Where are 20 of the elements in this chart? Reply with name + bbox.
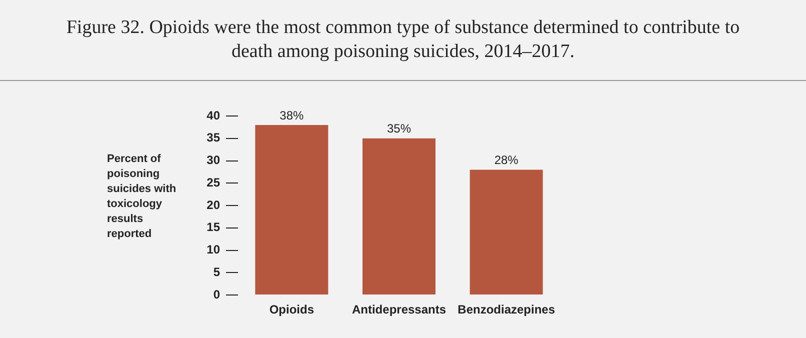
bar	[470, 170, 543, 294]
chart-title: Figure 32. Opioids were the most common type of substance determined to contribute to death among poisoning suicides, 2014–2017.	[65, 16, 741, 64]
y-tick-label: 10	[206, 242, 220, 257]
y-tick-label: 40	[206, 108, 220, 122]
y-tick-label: 30	[206, 153, 220, 168]
y-tick-label: 5	[213, 264, 220, 279]
y-tick-label: 25	[206, 175, 220, 190]
y-tick-label: 35	[206, 130, 220, 145]
y-tick-label: 15	[206, 220, 220, 234]
y-tick-label: 20	[206, 198, 220, 212]
x-tick-label: Opioids	[269, 302, 314, 317]
data-label: 38%	[280, 108, 304, 122]
bar	[362, 138, 436, 294]
data-label: 35%	[386, 122, 412, 136]
data-label: 28%	[494, 153, 519, 168]
bar	[255, 124, 328, 294]
y-tick-label: 0	[213, 287, 220, 302]
x-tick-label: Antidepressants	[352, 302, 446, 317]
y-axis-title: Percent of poisoning suicides with toxicology results reported	[107, 152, 178, 242]
x-tick-label: Benzodiazepines	[458, 302, 556, 317]
